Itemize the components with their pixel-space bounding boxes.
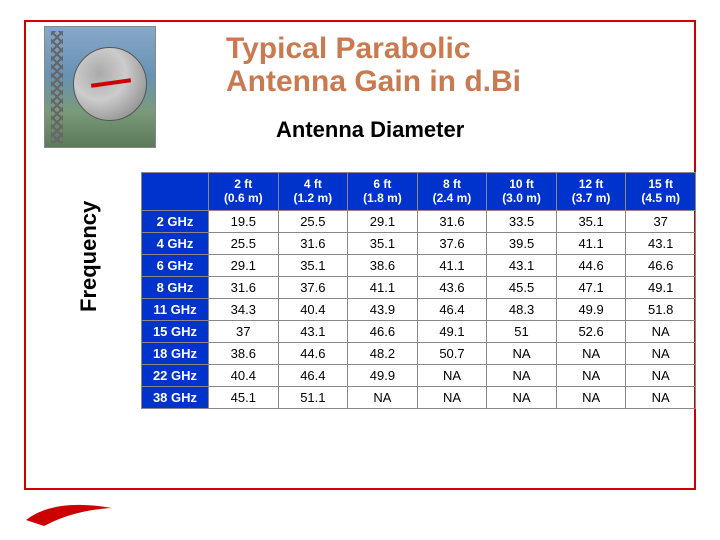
- y-axis-label: Frequency: [76, 201, 102, 312]
- slide-title: Typical Parabolic Antenna Gain in d.Bi: [226, 32, 521, 98]
- table-row: 2 GHz19.525.529.131.633.535.137: [142, 210, 696, 232]
- table-header-row: 2 ft(0.6 m) 4 ft(1.2 m) 6 ft(1.8 m) 8 ft…: [142, 173, 696, 211]
- gain-table: 2 ft(0.6 m) 4 ft(1.2 m) 6 ft(1.8 m) 8 ft…: [141, 172, 696, 409]
- col-head: 8 ft(2.4 m): [417, 173, 487, 211]
- corner-cell: [142, 173, 209, 211]
- swoosh-logo: [24, 500, 114, 528]
- col-head: 10 ft(3.0 m): [487, 173, 557, 211]
- table-row: 8 GHz31.637.641.143.645.547.149.1: [142, 276, 696, 298]
- table-row: 6 GHz29.135.138.641.143.144.646.6: [142, 254, 696, 276]
- col-head: 2 ft(0.6 m): [209, 173, 279, 211]
- table-row: 15 GHz3743.146.649.15152.6NA: [142, 320, 696, 342]
- title-line-1: Typical Parabolic: [226, 32, 471, 65]
- tower-graphic: [51, 31, 63, 143]
- dish-photo: [44, 26, 156, 148]
- table-row: 18 GHz38.644.648.250.7NANANA: [142, 342, 696, 364]
- table-row: 38 GHz45.151.1NANANANANA: [142, 386, 696, 408]
- col-head: 12 ft(3.7 m): [556, 173, 626, 211]
- table-row: 11 GHz34.340.443.946.448.349.951.8: [142, 298, 696, 320]
- slide-frame: Typical Parabolic Antenna Gain in d.Bi A…: [24, 20, 696, 490]
- col-head: 4 ft(1.2 m): [278, 173, 348, 211]
- col-head: 15 ft(4.5 m): [626, 173, 696, 211]
- col-head: 6 ft(1.8 m): [348, 173, 418, 211]
- table-body: 2 GHz19.525.529.131.633.535.137 4 GHz25.…: [142, 210, 696, 408]
- table-row: 22 GHz40.446.449.9NANANANA: [142, 364, 696, 386]
- title-line-2: Antenna Gain in d.Bi: [226, 65, 521, 98]
- table-row: 4 GHz25.531.635.137.639.541.143.1: [142, 232, 696, 254]
- gain-table-wrap: 2 ft(0.6 m) 4 ft(1.2 m) 6 ft(1.8 m) 8 ft…: [141, 172, 696, 409]
- subtitle: Antenna Diameter: [276, 117, 464, 143]
